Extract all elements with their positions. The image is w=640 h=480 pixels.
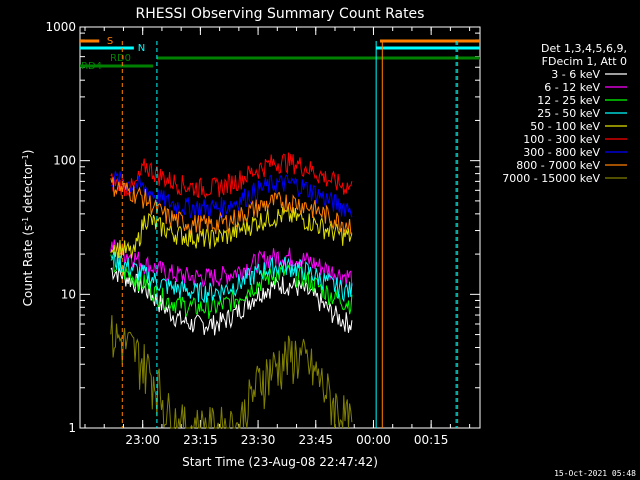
series-line xyxy=(110,205,353,259)
x-tick-label: 23:45 xyxy=(298,433,333,447)
legend: Det 1,3,4,5,6,9,FDecim 1, Att 03 - 6 keV… xyxy=(502,42,627,185)
legend-entry-label: 7000 - 15000 keV xyxy=(502,172,600,185)
legend-header: Det 1,3,4,5,6,9, xyxy=(541,42,627,55)
legend-entry-label: 6 - 12 keV xyxy=(544,81,600,94)
plot-frame xyxy=(79,26,481,429)
legend-entry-label: 100 - 300 keV xyxy=(523,133,600,146)
x-axis-label: Start Time (23-Aug-08 22:47:42) xyxy=(182,455,378,469)
y-tick-label: 1000 xyxy=(45,20,76,34)
flag-label: N xyxy=(138,43,145,54)
x-tick-label: 23:30 xyxy=(241,433,276,447)
y-tick-label: 10 xyxy=(61,287,76,301)
y-axis-label-mid: detector xyxy=(21,162,35,217)
flag-label: S xyxy=(107,36,113,47)
legend-entry-label: 800 - 7000 keV xyxy=(516,159,600,172)
y-axis: 1 10 100 1000 xyxy=(45,20,480,435)
series-group xyxy=(110,152,353,429)
flag-label: RD4 xyxy=(81,61,102,72)
series-line xyxy=(110,265,353,336)
series-line xyxy=(110,315,353,429)
series-line xyxy=(110,254,353,319)
x-tick-label: 00:00 xyxy=(356,433,391,447)
legend-entry-label: 3 - 6 keV xyxy=(551,68,600,81)
y-axis-label-sup2: -1 xyxy=(21,154,30,162)
y-tick-label: 100 xyxy=(53,154,76,168)
y-axis-label: Count Rate (s-1 detector-1) xyxy=(21,150,36,307)
state-flags: S N RD0 RD4 xyxy=(80,36,480,72)
y-tick-label: 1 xyxy=(68,421,76,435)
series-line xyxy=(110,251,353,303)
series-line xyxy=(110,170,353,218)
chart-title: RHESSI Observing Summary Count Rates xyxy=(136,6,425,22)
x-tick-label: 23:00 xyxy=(125,433,160,447)
series-line xyxy=(110,239,353,288)
series-line xyxy=(110,177,353,236)
y-axis-label-prefix: Count Rate (s xyxy=(21,225,35,307)
y-axis-label-sup1: -1 xyxy=(21,217,30,225)
legend-entry-label: 300 - 800 keV xyxy=(523,146,600,159)
legend-entry-label: 50 - 100 keV xyxy=(530,120,600,133)
x-axis: 23:00 23:15 23:30 23:45 00:00 00:15 xyxy=(84,27,471,447)
attenuator-markers xyxy=(121,41,459,428)
flag-label: RD0 xyxy=(110,53,131,64)
x-tick-label: 23:15 xyxy=(183,433,218,447)
legend-entry-label: 12 - 25 keV xyxy=(537,94,600,107)
legend-entry-label: 25 - 50 keV xyxy=(537,107,600,120)
x-tick-label: 00:15 xyxy=(414,433,449,447)
series-line xyxy=(110,152,353,200)
y-axis-label-suffix: ) xyxy=(21,150,35,155)
timestamp-footer: 15-Oct-2021 05:48 xyxy=(554,469,636,478)
legend-header: FDecim 1, Att 0 xyxy=(542,55,627,68)
